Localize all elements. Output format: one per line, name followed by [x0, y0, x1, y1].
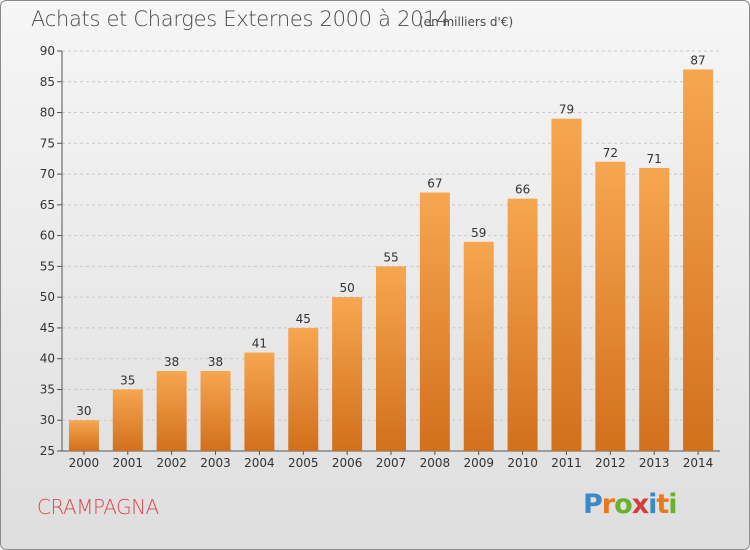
x-tick-label: 2005	[288, 456, 319, 470]
x-tick-label: 2013	[639, 456, 670, 470]
x-tick-label: 2001	[113, 456, 144, 470]
y-tick-label: 80	[40, 106, 55, 120]
x-tick-label: 2006	[332, 456, 363, 470]
x-tick-label: 2008	[420, 456, 451, 470]
x-tick-label: 2014	[683, 456, 714, 470]
bar-value-label: 59	[471, 226, 486, 240]
bar	[244, 352, 275, 451]
bar-value-label: 45	[296, 312, 311, 326]
logo-letter: P	[583, 489, 603, 520]
bar-value-label: 72	[603, 146, 618, 160]
x-tick-label: 2000	[69, 456, 100, 470]
bar-value-label: 30	[76, 404, 91, 418]
bar	[551, 118, 582, 451]
bar-value-label: 87	[690, 53, 705, 67]
y-tick-label: 50	[40, 290, 55, 304]
proxiti-logo: Proxiti	[583, 489, 678, 520]
y-tick-label: 65	[40, 198, 55, 212]
bar	[419, 192, 450, 452]
x-tick-label: 2003	[200, 456, 231, 470]
y-tick-label: 25	[40, 444, 55, 458]
y-tick-label: 55	[40, 259, 55, 273]
x-tick-label: 2002	[156, 456, 187, 470]
town-name: CRAMPAGNA	[37, 495, 159, 519]
x-tick-label: 2011	[551, 456, 582, 470]
chart-subtitle: (en milliers d'€)	[419, 15, 514, 29]
x-tick-label: 2004	[244, 456, 275, 470]
bar-value-label: 50	[339, 281, 354, 295]
bar	[68, 420, 99, 451]
logo-letter: i	[668, 489, 677, 520]
x-tick-label: 2009	[463, 456, 494, 470]
bar-value-label: 66	[515, 183, 530, 197]
bar-value-label: 35	[120, 373, 135, 387]
bar	[200, 371, 231, 451]
bar-value-label: 79	[559, 103, 574, 117]
y-tick-label: 35	[40, 382, 55, 396]
y-tick-label: 45	[40, 321, 55, 335]
y-tick-label: 70	[40, 167, 55, 181]
y-tick-label: 30	[40, 413, 55, 427]
bar	[507, 198, 538, 451]
bar	[463, 241, 494, 451]
y-tick-label: 90	[40, 44, 55, 58]
x-tick-label: 2007	[376, 456, 407, 470]
bar	[332, 297, 363, 451]
y-tick-label: 85	[40, 75, 55, 89]
bar-value-label: 41	[252, 337, 267, 351]
logo-letter: r	[601, 489, 615, 520]
logo-letter: x	[631, 489, 649, 520]
x-tick-label: 2010	[507, 456, 538, 470]
bar-value-label: 67	[427, 177, 442, 191]
bar	[156, 371, 187, 451]
y-tick-label: 40	[40, 352, 55, 366]
bar-value-label: 38	[164, 355, 179, 369]
bar-value-label: 71	[647, 152, 662, 166]
bar-value-label: 38	[208, 355, 223, 369]
bar	[112, 389, 143, 451]
logo-letter: t	[656, 489, 669, 520]
bar	[639, 167, 670, 451]
x-tick-label: 2012	[595, 456, 626, 470]
bar	[595, 161, 626, 451]
bar	[683, 69, 714, 451]
y-tick-label: 75	[40, 136, 55, 150]
y-tick-label: 60	[40, 229, 55, 243]
bar	[288, 327, 319, 451]
chart-title: Achats et Charges Externes 2000 à 2014	[31, 7, 450, 31]
bar	[376, 266, 406, 451]
bar-value-label: 55	[383, 250, 398, 264]
logo-letter: i	[648, 489, 657, 520]
logo-letter: o	[614, 489, 633, 520]
